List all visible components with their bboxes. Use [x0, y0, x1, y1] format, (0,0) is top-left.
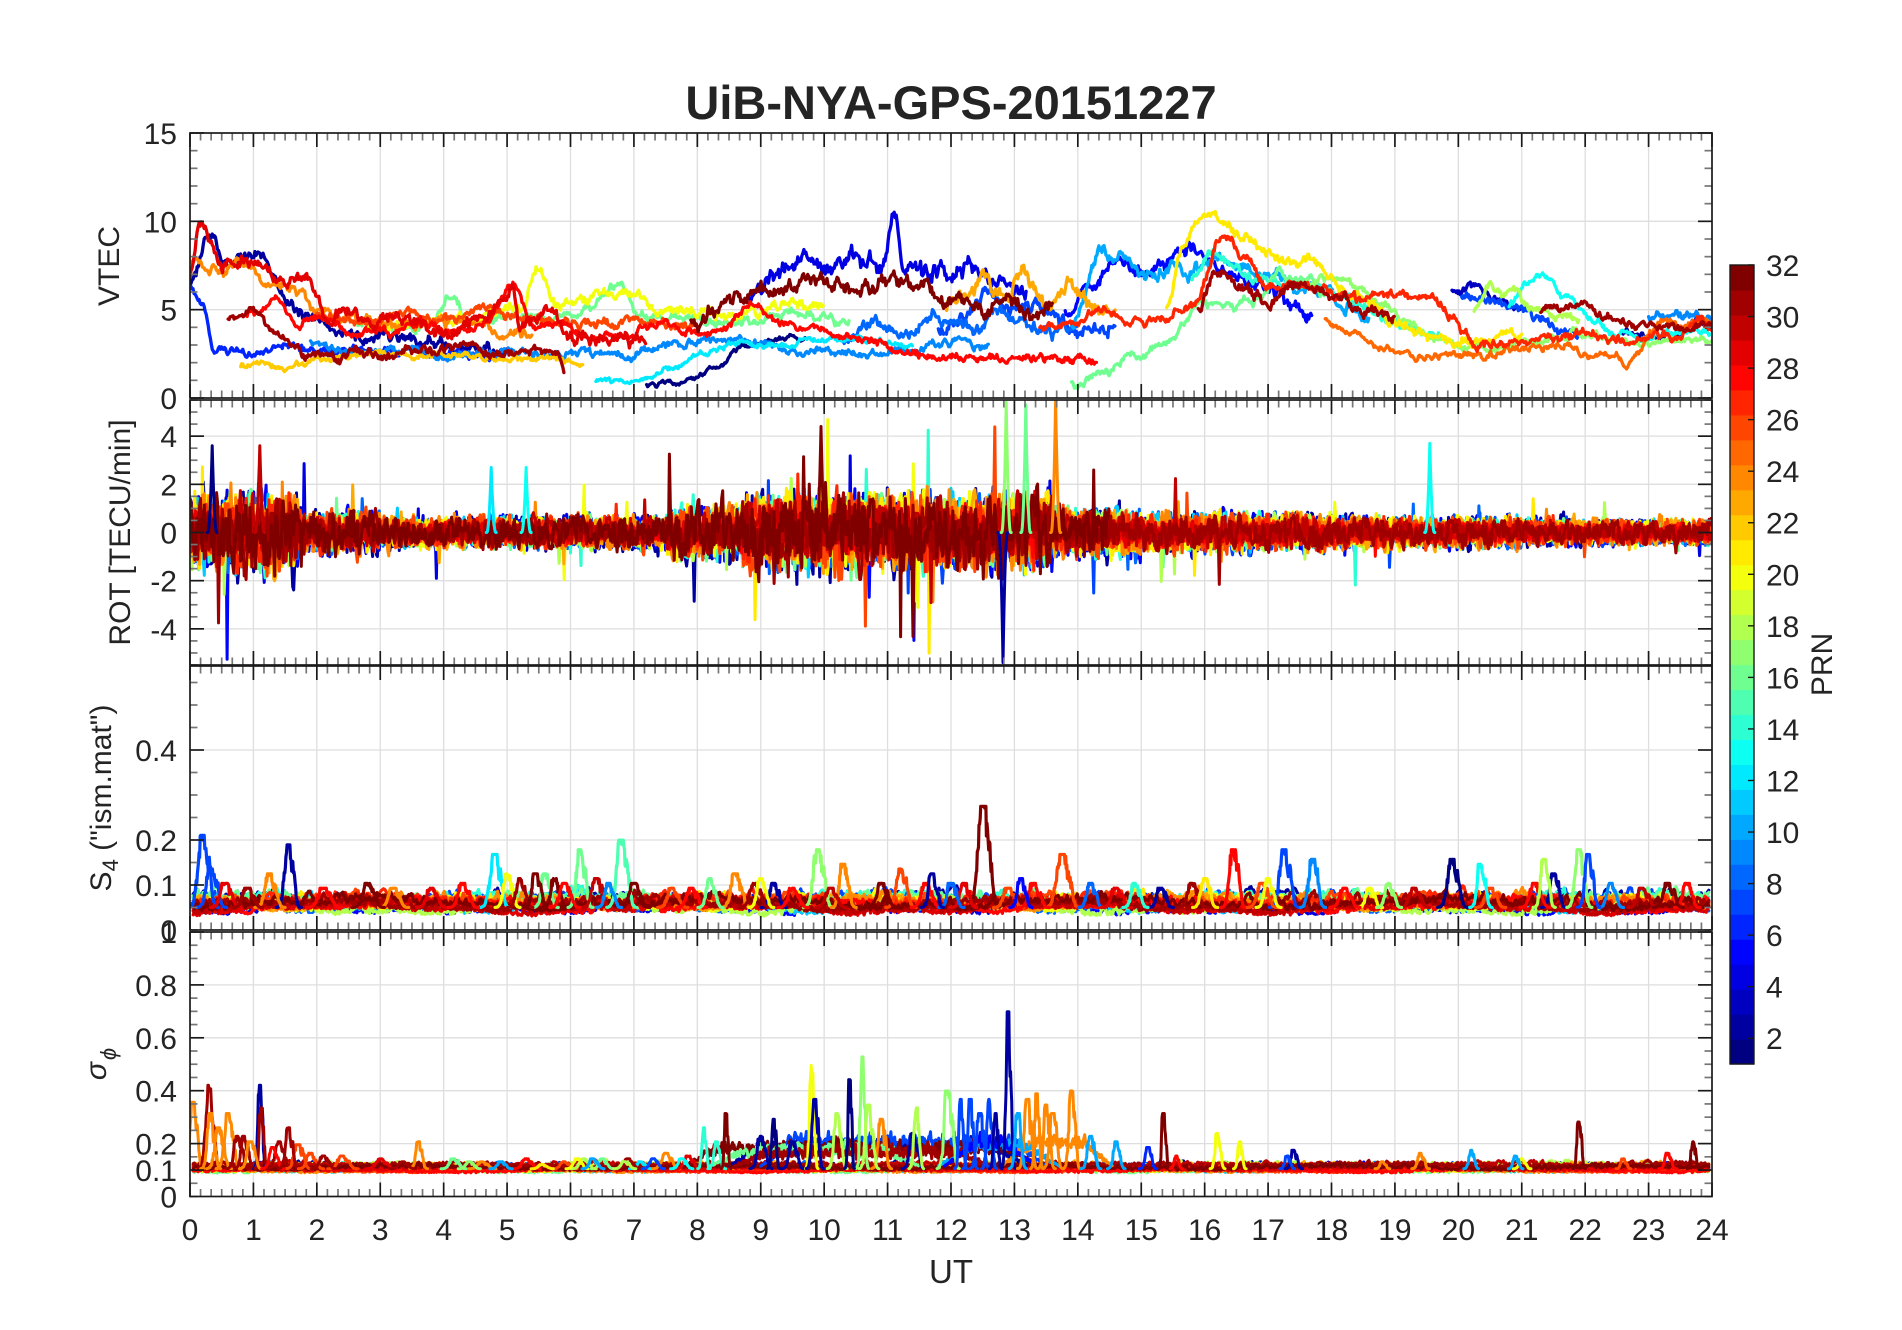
svg-text:20: 20: [1442, 1214, 1475, 1247]
svg-text:0.2: 0.2: [135, 1129, 177, 1162]
svg-text:5: 5: [160, 295, 177, 328]
svg-text:22: 22: [1766, 508, 1799, 541]
svg-text:8: 8: [689, 1214, 706, 1247]
svg-text:32: 32: [1766, 250, 1799, 283]
svg-text:6: 6: [562, 1214, 579, 1247]
svg-text:0: 0: [182, 1214, 199, 1247]
svg-text:19: 19: [1378, 1214, 1411, 1247]
svg-text:21: 21: [1505, 1214, 1538, 1247]
svg-text:σϕ: σϕ: [80, 1048, 121, 1080]
svg-text:30: 30: [1766, 302, 1799, 335]
svg-text:0: 0: [160, 915, 177, 948]
svg-text:-2: -2: [150, 566, 177, 599]
svg-text:9: 9: [752, 1214, 769, 1247]
svg-text:18: 18: [1766, 611, 1799, 644]
svg-text:23: 23: [1632, 1214, 1665, 1247]
svg-text:0: 0: [160, 383, 177, 416]
svg-text:6: 6: [1766, 920, 1783, 953]
svg-text:16: 16: [1188, 1214, 1221, 1247]
svg-text:0.1: 0.1: [135, 1155, 177, 1188]
svg-text:20: 20: [1766, 559, 1799, 592]
svg-text:PRN: PRN: [1806, 633, 1839, 696]
svg-text:4: 4: [435, 1214, 452, 1247]
svg-text:0: 0: [160, 518, 177, 551]
svg-text:24: 24: [1695, 1214, 1728, 1247]
svg-text:5: 5: [499, 1214, 516, 1247]
svg-text:8: 8: [1766, 869, 1783, 902]
svg-text:-4: -4: [150, 614, 177, 647]
svg-text:ROT [TECU/min]: ROT [TECU/min]: [104, 419, 137, 645]
svg-text:UT: UT: [929, 1253, 973, 1290]
svg-text:7: 7: [626, 1214, 643, 1247]
svg-text:4: 4: [160, 421, 177, 454]
svg-text:2: 2: [308, 1214, 325, 1247]
svg-text:12: 12: [1766, 765, 1799, 798]
svg-text:2: 2: [1766, 1023, 1783, 1056]
svg-text:3: 3: [372, 1214, 389, 1247]
svg-text:0.4: 0.4: [135, 1076, 177, 1109]
svg-text:15: 15: [1125, 1214, 1158, 1247]
svg-text:S4 ("ism.mat"): S4 ("ism.mat"): [85, 705, 123, 892]
svg-text:17: 17: [1251, 1214, 1284, 1247]
svg-text:10: 10: [807, 1214, 840, 1247]
svg-text:2: 2: [160, 469, 177, 502]
svg-text:0.6: 0.6: [135, 1023, 177, 1056]
svg-text:12: 12: [934, 1214, 967, 1247]
svg-text:1: 1: [245, 1214, 262, 1247]
svg-text:0.4: 0.4: [135, 735, 177, 768]
svg-text:15: 15: [144, 118, 177, 151]
svg-text:UiB-NYA-GPS-20151227: UiB-NYA-GPS-20151227: [685, 76, 1216, 129]
svg-text:14: 14: [1061, 1214, 1094, 1247]
svg-text:1: 1: [160, 917, 177, 950]
svg-text:0.8: 0.8: [135, 970, 177, 1003]
svg-text:18: 18: [1315, 1214, 1348, 1247]
svg-text:24: 24: [1766, 456, 1799, 489]
svg-text:22: 22: [1568, 1214, 1601, 1247]
svg-text:VTEC: VTEC: [93, 226, 126, 306]
svg-text:0.2: 0.2: [135, 825, 177, 858]
svg-text:10: 10: [144, 206, 177, 239]
svg-text:10: 10: [1766, 817, 1799, 850]
svg-text:13: 13: [998, 1214, 1031, 1247]
svg-text:16: 16: [1766, 662, 1799, 695]
svg-text:4: 4: [1766, 972, 1783, 1005]
svg-text:14: 14: [1766, 714, 1799, 747]
svg-text:0.1: 0.1: [135, 870, 177, 903]
svg-text:0: 0: [160, 1182, 177, 1215]
svg-text:28: 28: [1766, 353, 1799, 386]
svg-text:11: 11: [872, 1214, 903, 1247]
svg-text:26: 26: [1766, 405, 1799, 438]
